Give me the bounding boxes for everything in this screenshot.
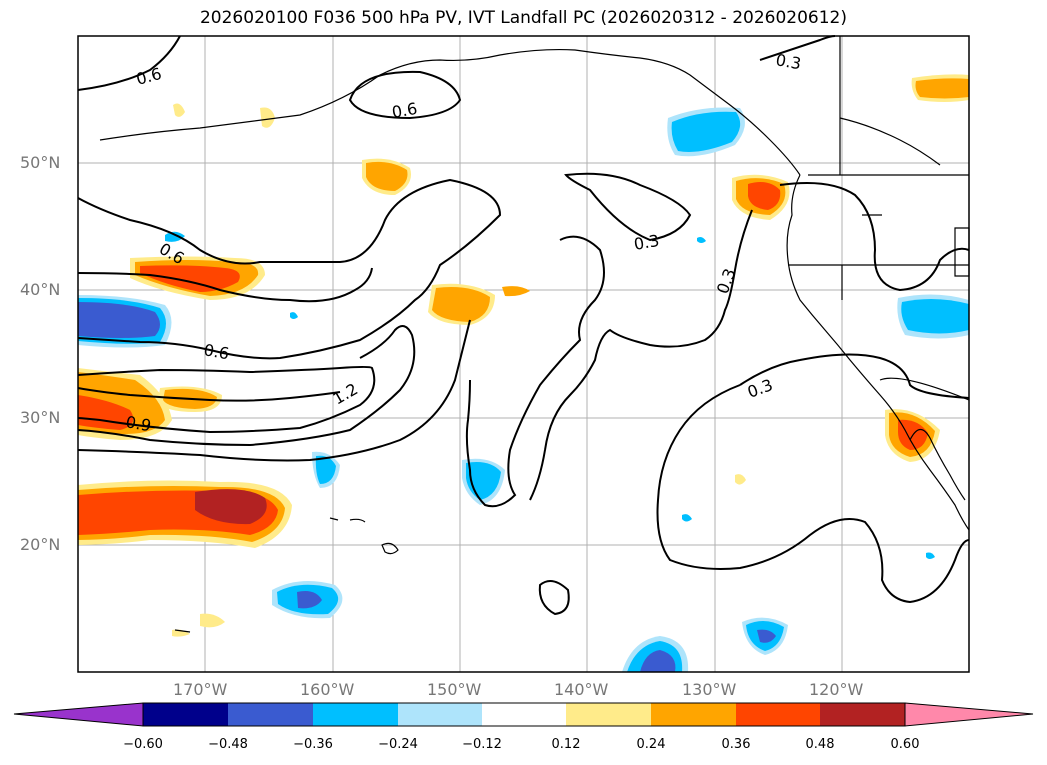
lat-label: 50°N xyxy=(20,153,61,172)
plot-title: 2026020100 F036 500 hPa PV, IVT Landfall… xyxy=(199,8,847,28)
negative-anomaly-patch xyxy=(297,591,322,609)
lon-label: 150°W xyxy=(427,680,482,699)
colorbar-segment xyxy=(651,703,736,726)
map-panel: 0.6 0.6 0.6 0.6 0.9 1.2 0.3 0.3 0.3 0.3 xyxy=(77,35,970,673)
islands xyxy=(174,517,399,633)
colorbar-segment xyxy=(736,703,820,726)
colorbar-segment xyxy=(566,703,651,726)
colorbar-tick-label: −0.60 xyxy=(123,737,163,752)
negative-anomaly-patch xyxy=(290,312,298,319)
lon-label: 130°W xyxy=(682,680,737,699)
positive-anomaly-patch xyxy=(200,613,225,628)
map-frame xyxy=(77,35,970,673)
positive-anomaly-patch xyxy=(735,474,746,485)
colorbar-extend-low xyxy=(13,702,144,727)
negative-anomaly-patch xyxy=(671,111,741,152)
colorbar-tick-label: −0.12 xyxy=(462,737,502,752)
lat-label: 30°N xyxy=(20,408,61,427)
colorbar-segment xyxy=(313,703,398,726)
filled-contours xyxy=(78,74,969,672)
positive-anomaly-patch xyxy=(78,395,134,430)
negative-anomaly-patch xyxy=(697,237,706,243)
colorbar-tick-label: 0.12 xyxy=(551,737,581,752)
lon-label: 140°W xyxy=(554,680,609,699)
colorbar-tick-label: −0.24 xyxy=(378,737,418,752)
contour-label: 0.6 xyxy=(202,340,230,363)
colorbar xyxy=(13,702,1034,727)
coastlines xyxy=(99,36,970,531)
positive-anomaly-patch xyxy=(140,265,240,292)
contour-label: 0.3 xyxy=(774,50,802,73)
contour-label: 0.6 xyxy=(390,99,418,122)
negative-anomaly-patch xyxy=(901,298,969,334)
lon-label: 170°W xyxy=(173,680,228,699)
positive-anomaly-patch xyxy=(260,107,275,128)
negative-anomaly-patch xyxy=(757,629,776,643)
colorbar-segment xyxy=(143,703,228,726)
negative-anomaly-patch xyxy=(926,552,935,559)
lon-label: 120°W xyxy=(809,680,864,699)
positive-anomaly-patch xyxy=(172,629,190,637)
positive-anomaly-patch xyxy=(915,78,969,99)
negative-anomaly-patch xyxy=(315,455,336,484)
colorbar-extend-high xyxy=(904,702,1034,727)
colorbar-segment xyxy=(228,703,313,726)
positive-anomaly-patch xyxy=(366,161,408,191)
colorbar-segment xyxy=(820,703,905,726)
pv-contours xyxy=(77,35,970,616)
colorbar-tick-label: 0.36 xyxy=(721,737,751,752)
negative-anomaly-patch xyxy=(78,302,160,338)
contour-label: 0.9 xyxy=(124,412,152,435)
positive-anomaly-patch xyxy=(195,489,267,525)
colorbar-tick-label: −0.48 xyxy=(208,737,248,752)
positive-anomaly-patch xyxy=(432,287,490,322)
colorbar-segment xyxy=(398,703,482,726)
colorbar-tick-label: −0.36 xyxy=(293,737,333,752)
positive-anomaly-patch xyxy=(173,103,185,117)
lat-label: 40°N xyxy=(20,280,61,299)
colorbar-tick-label: 0.24 xyxy=(636,737,666,752)
colorbar-segment xyxy=(482,703,566,726)
lat-label: 20°N xyxy=(20,535,61,554)
contour-label: 0.3 xyxy=(632,231,660,254)
negative-anomaly-patch xyxy=(682,514,692,522)
positive-anomaly-patch xyxy=(502,286,530,297)
colorbar-tick-label: 0.60 xyxy=(890,737,920,752)
negative-anomaly-patch xyxy=(165,231,185,242)
colorbar-tick-label: 0.48 xyxy=(805,737,835,752)
lon-label: 160°W xyxy=(300,680,355,699)
positive-anomaly-patch xyxy=(748,182,781,210)
negative-anomaly-patch xyxy=(640,650,676,672)
